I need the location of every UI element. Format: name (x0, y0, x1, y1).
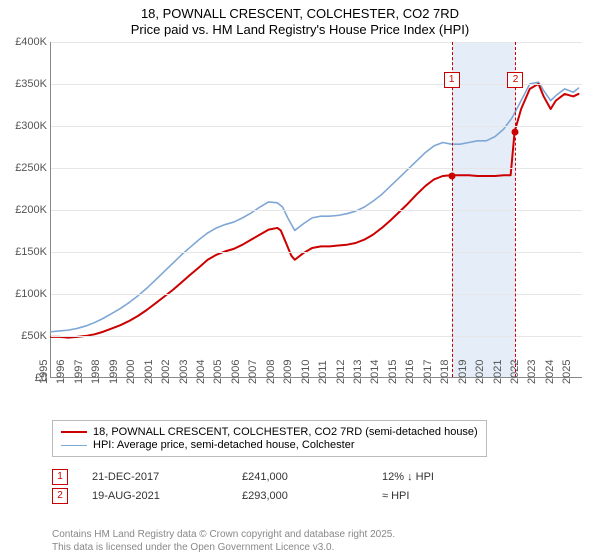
event-row: 1 21-DEC-2017£241,00012% ↓ HPI (52, 469, 434, 485)
y-axis-label: £400K (15, 36, 51, 48)
events-table: 1 21-DEC-2017£241,00012% ↓ HPI 2 19-AUG-202… (52, 466, 434, 507)
event-vline (452, 42, 453, 377)
x-axis-label: 2025 (561, 360, 582, 384)
event-number: 2 (52, 488, 68, 504)
chart-title: 18, POWNALL CRESCENT, COLCHESTER, CO2 7R… (0, 0, 600, 39)
legend-swatch (61, 431, 87, 433)
y-axis-label: £350K (15, 78, 51, 90)
footer-text: Contains HM Land Registry data © Crown c… (52, 529, 395, 554)
footer-line-1: Contains HM Land Registry data © Crown c… (52, 529, 395, 542)
y-axis-label: £300K (15, 120, 51, 132)
event-row: 2 19-AUG-2021£293,000≈ HPI (52, 488, 434, 504)
event-marker: 1 (444, 72, 460, 88)
plot-area: £0£50K£100K£150K£200K£250K£300K£350K£400… (50, 42, 582, 378)
legend: 18, POWNALL CRESCENT, COLCHESTER, CO2 7R… (52, 420, 487, 457)
event-delta: ≈ HPI (382, 490, 409, 502)
event-price: £293,000 (242, 490, 382, 502)
y-axis-label: £200K (15, 204, 51, 216)
legend-item: HPI: Average price, semi-detached house,… (61, 439, 478, 451)
legend-swatch (61, 445, 87, 446)
event-date: 19-AUG-2021 (92, 490, 242, 502)
y-axis-label: £50K (21, 330, 51, 342)
y-axis-label: £150K (15, 246, 51, 258)
event-vline (515, 42, 516, 377)
event-delta: 12% ↓ HPI (382, 471, 434, 483)
event-price: £241,000 (242, 471, 382, 483)
title-line-1: 18, POWNALL CRESCENT, COLCHESTER, CO2 7R… (0, 6, 600, 22)
event-dot (448, 172, 455, 179)
legend-label: 18, POWNALL CRESCENT, COLCHESTER, CO2 7R… (93, 426, 478, 438)
y-axis-label: £250K (15, 162, 51, 174)
title-line-2: Price paid vs. HM Land Registry's House … (0, 22, 600, 38)
footer-line-2: This data is licensed under the Open Gov… (52, 542, 395, 555)
legend-item: 18, POWNALL CRESCENT, COLCHESTER, CO2 7R… (61, 426, 478, 438)
legend-label: HPI: Average price, semi-detached house,… (93, 439, 355, 451)
chart-area: £0£50K£100K£150K£200K£250K£300K£350K£400… (50, 42, 582, 402)
y-axis-label: £100K (15, 288, 51, 300)
event-number: 1 (52, 469, 68, 485)
event-date: 21-DEC-2017 (92, 471, 242, 483)
event-marker: 2 (507, 72, 523, 88)
event-dot (512, 128, 519, 135)
